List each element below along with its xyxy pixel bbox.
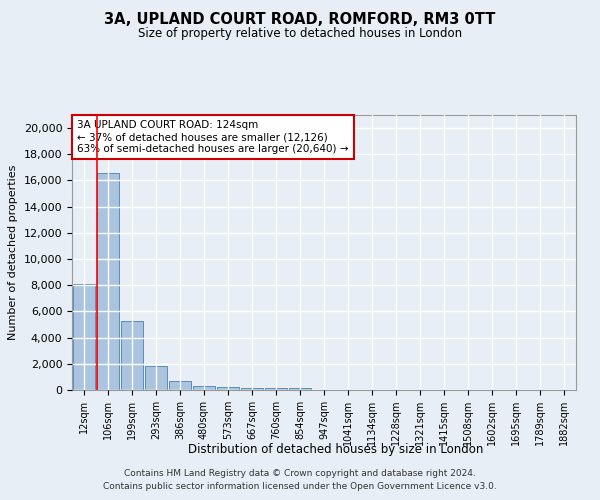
Bar xyxy=(73,284,95,390)
Bar xyxy=(193,386,215,390)
Bar xyxy=(145,366,167,390)
Text: 3A UPLAND COURT ROAD: 124sqm
← 37% of detached houses are smaller (12,126)
63% o: 3A UPLAND COURT ROAD: 124sqm ← 37% of de… xyxy=(77,120,349,154)
Bar xyxy=(289,388,311,390)
Text: Contains HM Land Registry data © Crown copyright and database right 2024.: Contains HM Land Registry data © Crown c… xyxy=(124,468,476,477)
Text: Distribution of detached houses by size in London: Distribution of detached houses by size … xyxy=(188,442,484,456)
Bar xyxy=(241,388,263,390)
Bar xyxy=(97,172,119,390)
Y-axis label: Number of detached properties: Number of detached properties xyxy=(8,165,18,340)
Bar xyxy=(217,388,239,390)
Text: 3A, UPLAND COURT ROAD, ROMFORD, RM3 0TT: 3A, UPLAND COURT ROAD, ROMFORD, RM3 0TT xyxy=(104,12,496,28)
Bar xyxy=(121,320,143,390)
Text: Size of property relative to detached houses in London: Size of property relative to detached ho… xyxy=(138,28,462,40)
Bar xyxy=(169,381,191,390)
Text: Contains public sector information licensed under the Open Government Licence v3: Contains public sector information licen… xyxy=(103,482,497,491)
Bar xyxy=(265,388,287,390)
